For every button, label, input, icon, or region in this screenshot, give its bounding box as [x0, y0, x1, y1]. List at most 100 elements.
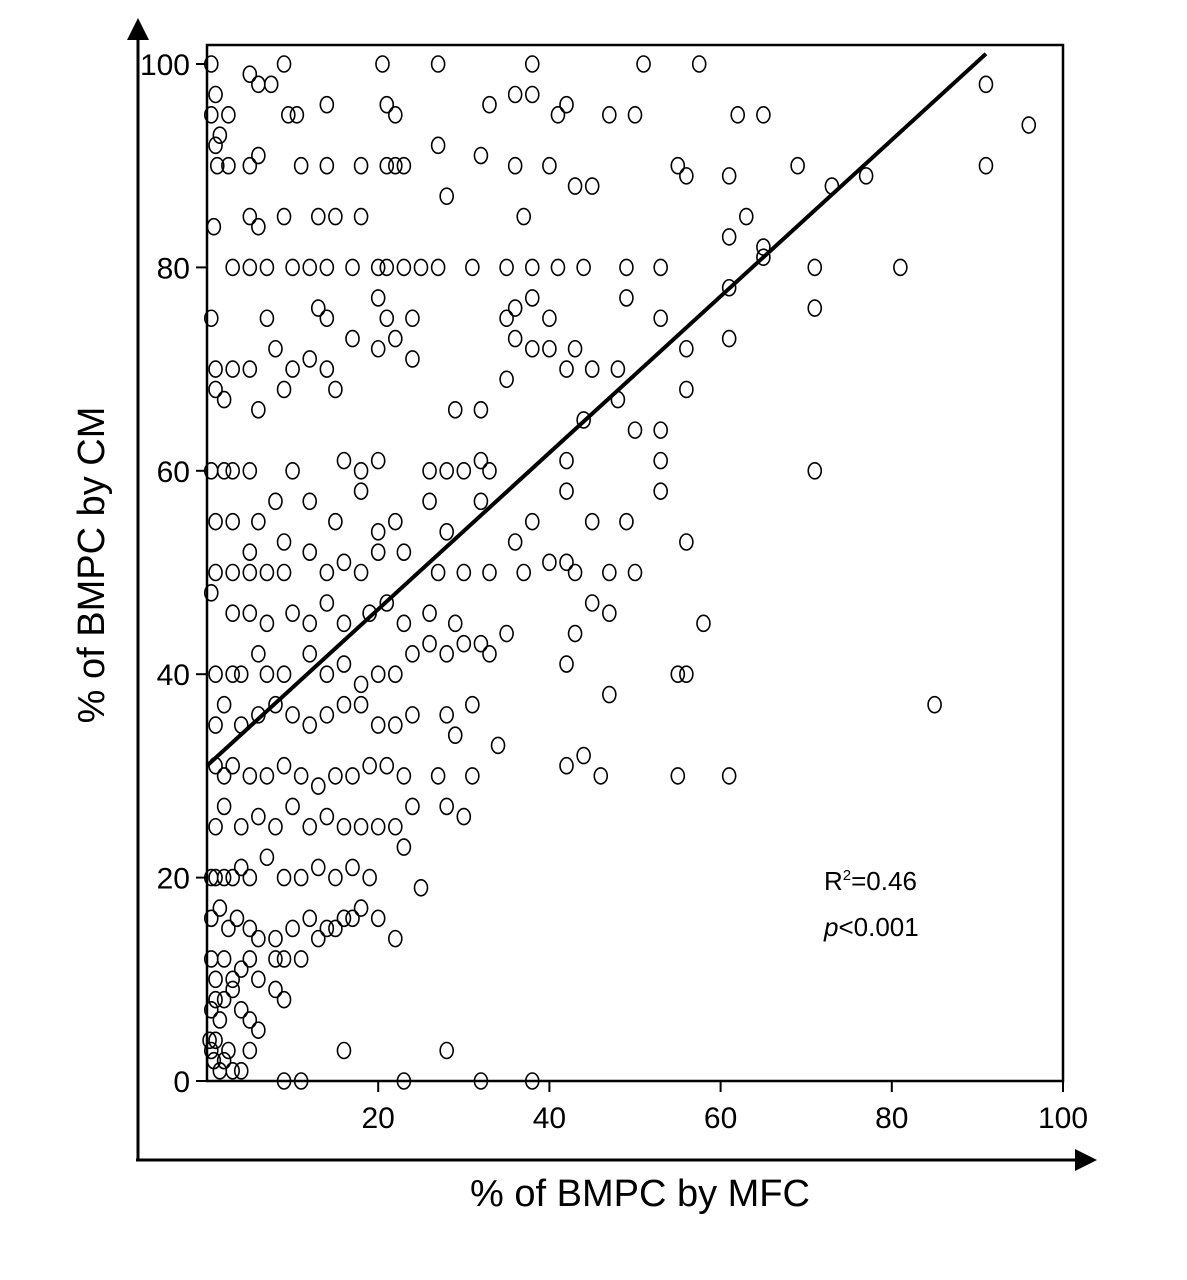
- data-point: [302, 614, 318, 633]
- data-point: [370, 716, 386, 734]
- data-point: [336, 451, 352, 470]
- data-point: [679, 339, 694, 358]
- data-point: [225, 604, 240, 622]
- data-point: [473, 146, 489, 165]
- data-point: [602, 685, 617, 704]
- data-point: [216, 868, 232, 887]
- data-point: [268, 929, 283, 948]
- data-point: [328, 868, 343, 887]
- data-point: [807, 299, 823, 317]
- data-point: [524, 289, 540, 307]
- data-point: [370, 909, 386, 928]
- data-point: [251, 929, 266, 948]
- data-point: [456, 563, 472, 582]
- data-point: [259, 563, 275, 582]
- data-point: [413, 258, 429, 277]
- data-point: [319, 665, 335, 684]
- data-point: [439, 523, 454, 541]
- data-point: [345, 258, 360, 277]
- data-point: [208, 136, 223, 155]
- data-point: [212, 1011, 228, 1029]
- data-point: [396, 767, 412, 785]
- data-point: [293, 868, 309, 887]
- data-point: [251, 1021, 266, 1039]
- r-squared-annotation: R2=0.46: [824, 866, 917, 896]
- data-point: [679, 380, 694, 399]
- data-point: [251, 400, 266, 419]
- x-axis-arrowhead: [1075, 1149, 1097, 1171]
- data-point: [203, 55, 219, 73]
- data-point: [276, 380, 292, 399]
- data-point: [550, 258, 566, 277]
- data-point: [353, 156, 369, 175]
- data-point: [242, 360, 258, 378]
- data-point: [353, 675, 369, 694]
- data-point: [482, 645, 497, 663]
- data-point: [216, 695, 232, 714]
- x-tick-label: 40: [533, 1102, 566, 1135]
- data-point: [499, 624, 514, 643]
- data-point: [302, 909, 318, 928]
- data-point: [276, 533, 292, 551]
- data-point: [263, 75, 279, 94]
- data-point: [229, 909, 245, 928]
- data-point: [302, 716, 318, 734]
- data-point: [328, 767, 343, 785]
- data-point: [259, 767, 275, 785]
- data-point: [473, 400, 489, 419]
- data-point: [482, 95, 497, 114]
- data-point: [405, 706, 420, 724]
- data-point: [593, 767, 609, 785]
- data-point: [293, 1072, 309, 1090]
- data-point: [319, 95, 335, 114]
- data-point: [584, 360, 600, 378]
- data-point: [396, 838, 412, 856]
- data-point: [310, 299, 326, 317]
- data-point: [524, 258, 540, 277]
- data-point: [430, 55, 446, 73]
- y-axis-title: % of BMPC by CM: [71, 407, 113, 724]
- data-point: [499, 258, 514, 277]
- data-point: [336, 553, 352, 572]
- data-point: [388, 106, 403, 124]
- data-point: [353, 817, 369, 836]
- data-point: [456, 807, 472, 826]
- data-point: [221, 1041, 236, 1060]
- y-tick-label: 20: [157, 863, 190, 896]
- data-point: [242, 461, 258, 480]
- data-point: [345, 329, 360, 348]
- data-point: [208, 665, 223, 684]
- x-tick-label: 100: [1038, 1102, 1088, 1135]
- data-point: [978, 156, 994, 175]
- data-point: [465, 767, 480, 785]
- data-point: [276, 1072, 292, 1090]
- data-point: [396, 614, 412, 633]
- data-point: [233, 1062, 249, 1080]
- data-point: [584, 512, 600, 531]
- data-point: [524, 1072, 540, 1090]
- data-point: [379, 309, 395, 328]
- data-point: [216, 990, 232, 1009]
- data-point: [430, 258, 446, 277]
- data-point: [319, 309, 335, 328]
- data-point: [413, 878, 429, 897]
- r-squared-base: R: [824, 866, 843, 896]
- data-point: [251, 970, 266, 989]
- data-point: [328, 207, 343, 226]
- data-point: [293, 767, 309, 785]
- data-point: [302, 492, 318, 511]
- data-point: [285, 360, 300, 378]
- data-point: [310, 929, 326, 948]
- data-point: [268, 980, 283, 999]
- data-point: [388, 817, 403, 836]
- data-point: [653, 421, 668, 439]
- data-point: [242, 563, 258, 582]
- y-tick-label: 0: [173, 1066, 190, 1099]
- data-point: [738, 207, 754, 226]
- data-point: [507, 299, 523, 317]
- data-point: [679, 665, 694, 684]
- data-point: [208, 563, 223, 582]
- data-point: [216, 461, 232, 480]
- data-point: [524, 512, 540, 531]
- data-point: [576, 746, 591, 765]
